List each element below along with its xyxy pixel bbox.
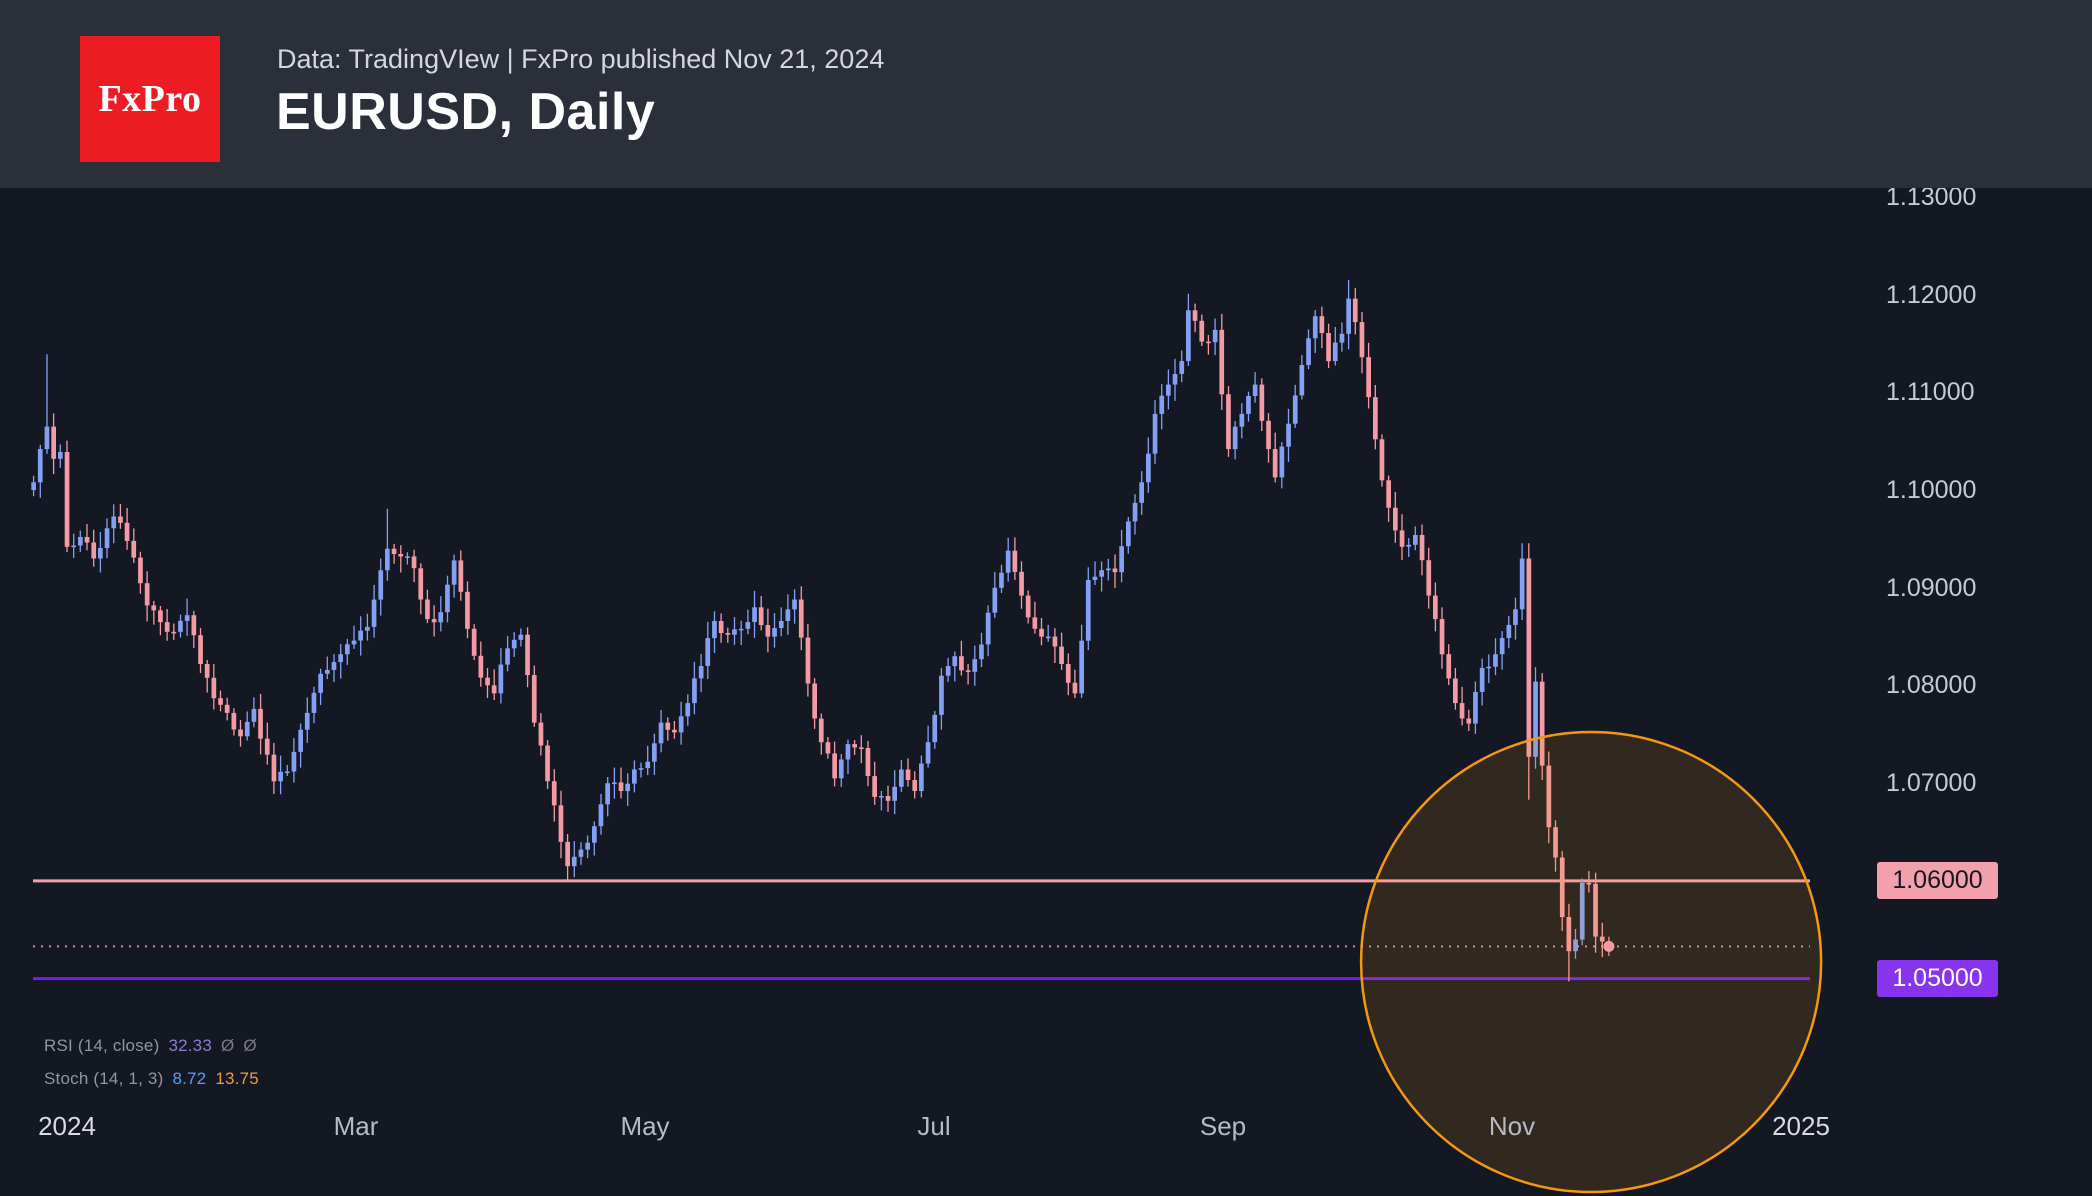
- price-tick-label: 1.12000: [1886, 281, 1977, 309]
- price-tick-label: 1.07000: [1886, 769, 1977, 797]
- last-price-dot: [1603, 940, 1615, 952]
- indicator-label: Stoch (14, 1, 3): [44, 1069, 164, 1088]
- price-tick-label: 1.08000: [1886, 671, 1977, 699]
- price-level-lines[interactable]: [33, 879, 1810, 981]
- header: FxPro Data: TradingVIew | FxPro publishe…: [0, 0, 2092, 188]
- fxpro-logo: FxPro: [80, 36, 220, 162]
- highlight-circle-annotation[interactable]: [1359, 730, 1823, 1194]
- resistance-1-06-badge[interactable]: 1.06000: [1877, 862, 1998, 899]
- support-1-05-badge[interactable]: 1.05000: [1877, 960, 1998, 997]
- time-tick-label: Jul: [917, 1111, 951, 1141]
- indicator-value: 13.75: [215, 1069, 259, 1088]
- time-tick-label: Sep: [1199, 1111, 1247, 1141]
- price-tick-label: 1.10000: [1886, 476, 1977, 504]
- header-meta: Data: TradingVIew | FxPro published Nov …: [277, 44, 885, 74]
- candles-layer: [31, 280, 1612, 982]
- fxpro-logo-text: FxPro: [98, 78, 202, 120]
- indicator-row[interactable]: Stoch (14, 1, 3) 8.72 13.75: [44, 1069, 259, 1089]
- time-tick-label: Mar: [333, 1111, 379, 1141]
- indicator-value: Ø: [220, 1036, 235, 1055]
- time-tick-label: 2024: [38, 1111, 96, 1141]
- indicator-label: RSI (14, close): [44, 1036, 160, 1055]
- time-tick-label: May: [620, 1111, 670, 1141]
- time-tick-label: Nov: [1488, 1111, 1536, 1141]
- indicator-value: Ø: [243, 1036, 257, 1055]
- time-tick-label: 2025: [1772, 1111, 1830, 1141]
- chart-title: EURUSD, Daily: [276, 83, 656, 141]
- price-tick-label: 1.11000: [1886, 378, 1975, 406]
- indicator-value: 32.33: [168, 1036, 212, 1055]
- price-tick-label: 1.09000: [1886, 574, 1977, 602]
- indicator-row[interactable]: RSI (14, close) 32.33 Ø Ø: [44, 1036, 257, 1056]
- indicator-value: 8.72: [172, 1069, 207, 1088]
